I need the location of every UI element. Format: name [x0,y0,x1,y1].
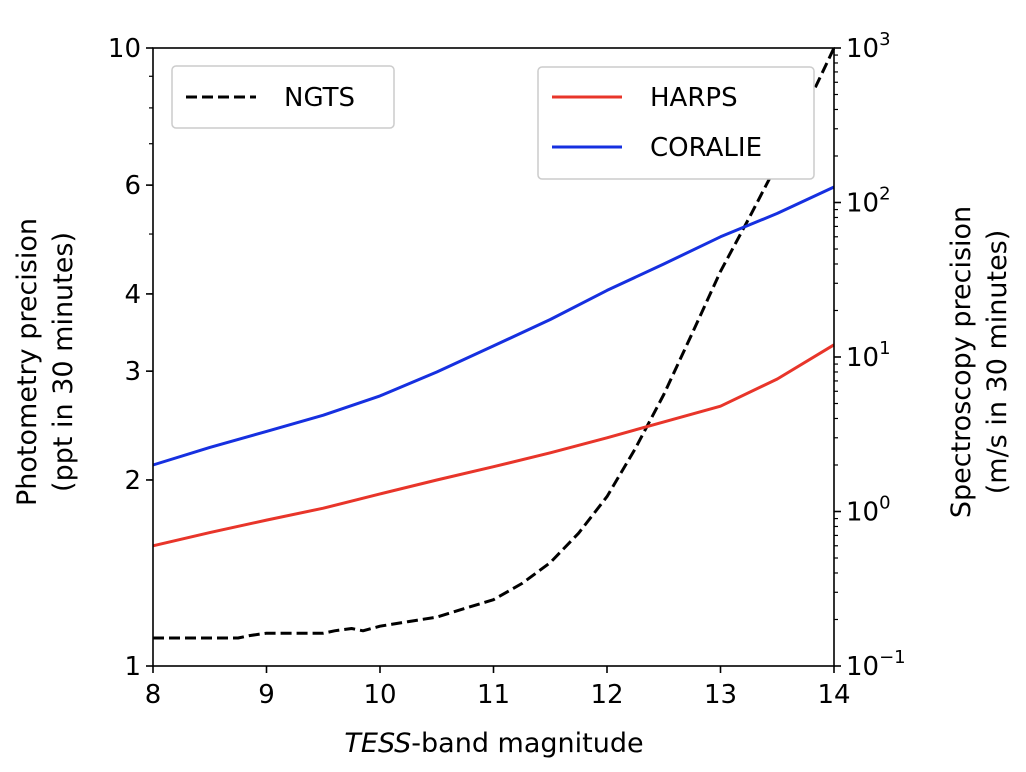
y-right-tick-base: 10 [846,343,879,373]
y-axis-title-left-line2: (ppt in 30 minutes) [48,232,79,492]
y-right-tick-base: 10 [846,652,879,682]
series-line-coralie [152,185,835,467]
y-right-tick-exponent: −1 [879,647,906,668]
series-line-harps [152,343,835,548]
y-right-tick-exponent: 2 [879,184,890,205]
y-right-tick-label: 100 [846,493,891,528]
y-axis-title-right-line1: Spectroscopy precision [946,206,977,518]
x-axis-title-rest: -band magnitude [411,728,643,759]
legend-left-label-ngts: NGTS [284,83,355,113]
y-right-tick-base: 10 [846,498,879,528]
y-left-tick-label: 1 [124,652,141,682]
x-axis-title: TESS-band magnitude [344,728,643,759]
legend-right-frame [537,66,815,180]
x-tick-label: 11 [477,680,510,710]
y-right-tick-base: 10 [846,34,879,64]
legend-right: HARPS CORALIE [537,66,815,180]
legend-right-label-harps: HARPS [650,83,738,113]
legend-right-label-coralie: CORALIE [650,133,762,163]
y-axis-title-right-line2: (m/s in 30 minutes) [982,230,1013,495]
y-right-tick-label: 101 [846,338,891,373]
legend-left: NGTS [171,65,395,129]
y-right-tick-base: 10 [846,189,879,219]
y-right-tick-label: 103 [846,29,891,64]
y-left-tick-label: 4 [124,280,141,310]
y-left-tick-label: 6 [124,171,141,201]
x-tick-label: 9 [258,680,275,710]
x-tick-label: 12 [590,680,623,710]
y-axis-title-left-line1: Photometry precision [12,218,43,506]
x-axis-title-italic: TESS [344,728,411,759]
y-right-tick-exponent: 1 [879,338,890,359]
y-right-tick-label: 10−1 [846,647,906,682]
y-right-tick-exponent: 0 [879,493,890,514]
y-right-tick-label: 102 [846,184,891,219]
x-tick-label: 8 [145,680,162,710]
series-layer [152,47,836,640]
y-left-tick-label: 2 [124,466,141,496]
y-right-tick-exponent: 3 [879,29,890,50]
y-left-tick-label: 10 [108,34,141,64]
y-left-tick-label: 3 [124,357,141,387]
legend-left-frame [171,65,395,129]
series-line-ngts [153,47,836,640]
x-tick-label: 10 [363,680,396,710]
x-tick-label: 13 [704,680,737,710]
x-tick-label: 14 [817,680,850,710]
